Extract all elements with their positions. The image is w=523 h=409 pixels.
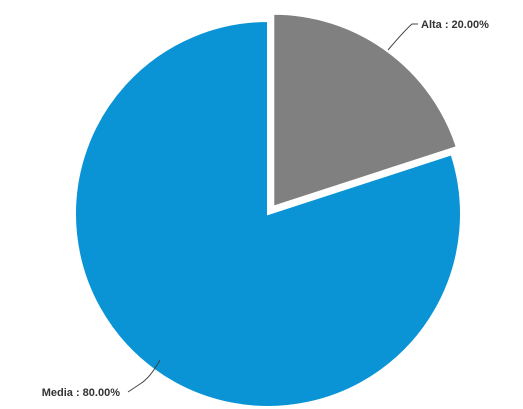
pie-slice-media[interactable] xyxy=(74,19,462,408)
slice-label-media: Media : 80.00% xyxy=(42,387,120,399)
leader-line-media xyxy=(127,359,161,393)
slice-label-alta: Alta : 20.00% xyxy=(421,19,489,31)
pie-slice-alta[interactable] xyxy=(272,12,459,209)
leader-line-alta xyxy=(387,23,418,51)
